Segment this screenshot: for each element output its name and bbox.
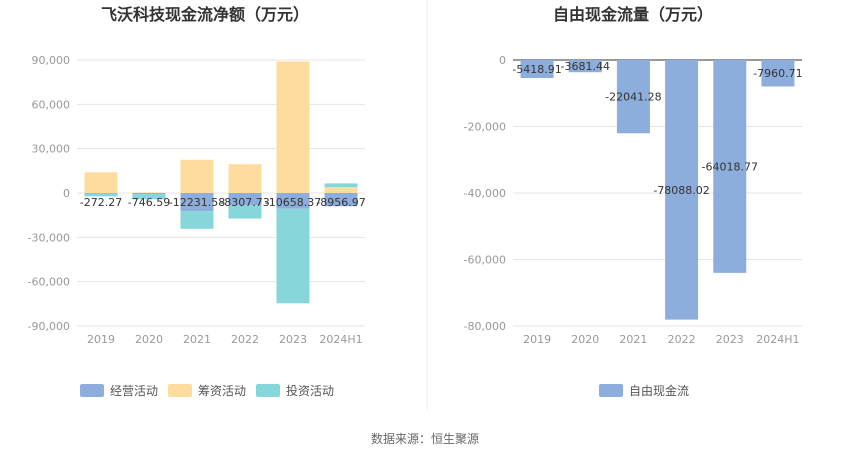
right-legend-swatch (599, 384, 623, 397)
right-chart-bars (520, 60, 795, 320)
left-bar-segment (228, 164, 262, 193)
right-data-label: -5418.91 (512, 63, 561, 76)
data-source-note: 数据来源：恒生聚源 (371, 431, 479, 446)
left-y-tick-label: 60,000 (32, 98, 71, 111)
right-y-tick-label: 0 (499, 54, 506, 67)
left-legend-label: 投资活动 (286, 383, 334, 398)
right-chart-category-labels: 2019 2020 2021 2022 2023 2024H1 (523, 333, 799, 346)
right-bar (568, 60, 602, 73)
left-legend-label: 筹资活动 (198, 384, 246, 398)
left-y-tick-label: 0 (63, 187, 70, 200)
left-data-label: -10658.37 (265, 196, 321, 209)
left-data-label: -272.27 (80, 196, 122, 209)
left-y-tick-label: 90,000 (32, 54, 71, 67)
right-y-tick-label: -80,000 (464, 320, 506, 333)
right-bar (665, 60, 699, 320)
left-category-label: 2024H1 (319, 333, 362, 346)
left-bar-segment (228, 205, 262, 219)
left-category-label: 2019 (87, 333, 115, 346)
left-y-tick-label: -60,000 (28, 276, 70, 289)
right-bar (616, 60, 650, 134)
left-bar-segment (276, 208, 310, 304)
left-bar-segment (84, 193, 118, 194)
left-chart-category-labels: 2019 2020 2021 2022 2023 2024H1 (87, 333, 363, 346)
left-legend-label: 经营活动 (110, 384, 158, 398)
right-chart-data-labels: -5418.91-3681.44 -22041.28 -78088.02 -64018… (512, 60, 802, 197)
left-bar-segment (84, 193, 118, 197)
left-legend-swatch (168, 384, 192, 397)
right-y-tick-label: -20,000 (464, 121, 506, 134)
right-category-label: 2021 (619, 333, 647, 346)
left-y-tick-label: 30,000 (32, 143, 71, 156)
left-legend-swatch (80, 384, 104, 397)
left-chart-title: 飞沃科技现金流净额（万元） (101, 5, 309, 24)
right-category-label: 2024H1 (756, 333, 799, 346)
right-chart-grid: -80,000 -60,000 -40,000 -20,000 0 (464, 54, 802, 333)
right-category-label: 2023 (716, 333, 744, 346)
right-category-label: 2020 (571, 333, 599, 346)
right-data-label: -64018.77 (702, 160, 758, 173)
left-bar-segment (180, 159, 214, 193)
left-bar-segment (324, 183, 358, 188)
left-category-label: 2022 (231, 333, 259, 346)
left-category-label: 2021 (183, 333, 211, 346)
left-data-label: -8307.73 (220, 196, 269, 209)
right-y-tick-label: -60,000 (464, 254, 506, 267)
left-bar-segment (180, 193, 214, 212)
left-category-label: 2023 (279, 333, 307, 346)
left-category-label: 2020 (135, 333, 163, 346)
left-chart-grid: -90,000 -60,000 -30,000 0 30,000 60,000 90,000 (28, 54, 365, 333)
left-data-label: -8956.97 (316, 196, 365, 209)
left-bar-segment (132, 194, 166, 200)
left-data-label: -746.59 (128, 196, 170, 209)
left-chart-data-labels: -272.27 -746.59-12231.58-8307.73-10658.37… (80, 196, 366, 209)
left-bar-segment (132, 193, 166, 195)
right-bar (761, 60, 795, 87)
right-data-label: -3681.44 (561, 60, 610, 73)
left-bar-segment (276, 193, 310, 209)
right-chart-title: 自由现金流量（万元） (553, 5, 713, 24)
right-data-label: -22041.28 (605, 91, 661, 104)
right-bar (520, 60, 554, 79)
left-bar-segment (132, 192, 166, 193)
left-data-label: -12231.58 (169, 196, 225, 209)
left-y-tick-label: -30,000 (28, 231, 70, 244)
right-y-tick-label: -40,000 (464, 187, 506, 200)
left-chart-bars (84, 61, 358, 304)
right-category-label: 2019 (523, 333, 551, 346)
left-legend-swatch (256, 384, 280, 397)
right-bar (713, 60, 747, 273)
right-legend-label: 自由现金流 (629, 383, 689, 398)
left-bar-segment (180, 211, 214, 229)
right-data-label: -7960.71 (753, 67, 802, 80)
left-bar-segment (324, 193, 358, 207)
left-bar-segment (84, 172, 118, 193)
left-bar-segment (324, 187, 358, 193)
right-chart-legend: 自由现金流 (599, 383, 689, 398)
left-y-tick-label: -90,000 (28, 320, 70, 333)
right-category-label: 2022 (668, 333, 696, 346)
left-bar-segment (276, 61, 310, 193)
left-chart-legend: 经营活动 筹资活动 投资活动 (80, 383, 334, 398)
left-bar-segment (228, 193, 262, 206)
right-data-label: -78088.02 (653, 184, 709, 197)
